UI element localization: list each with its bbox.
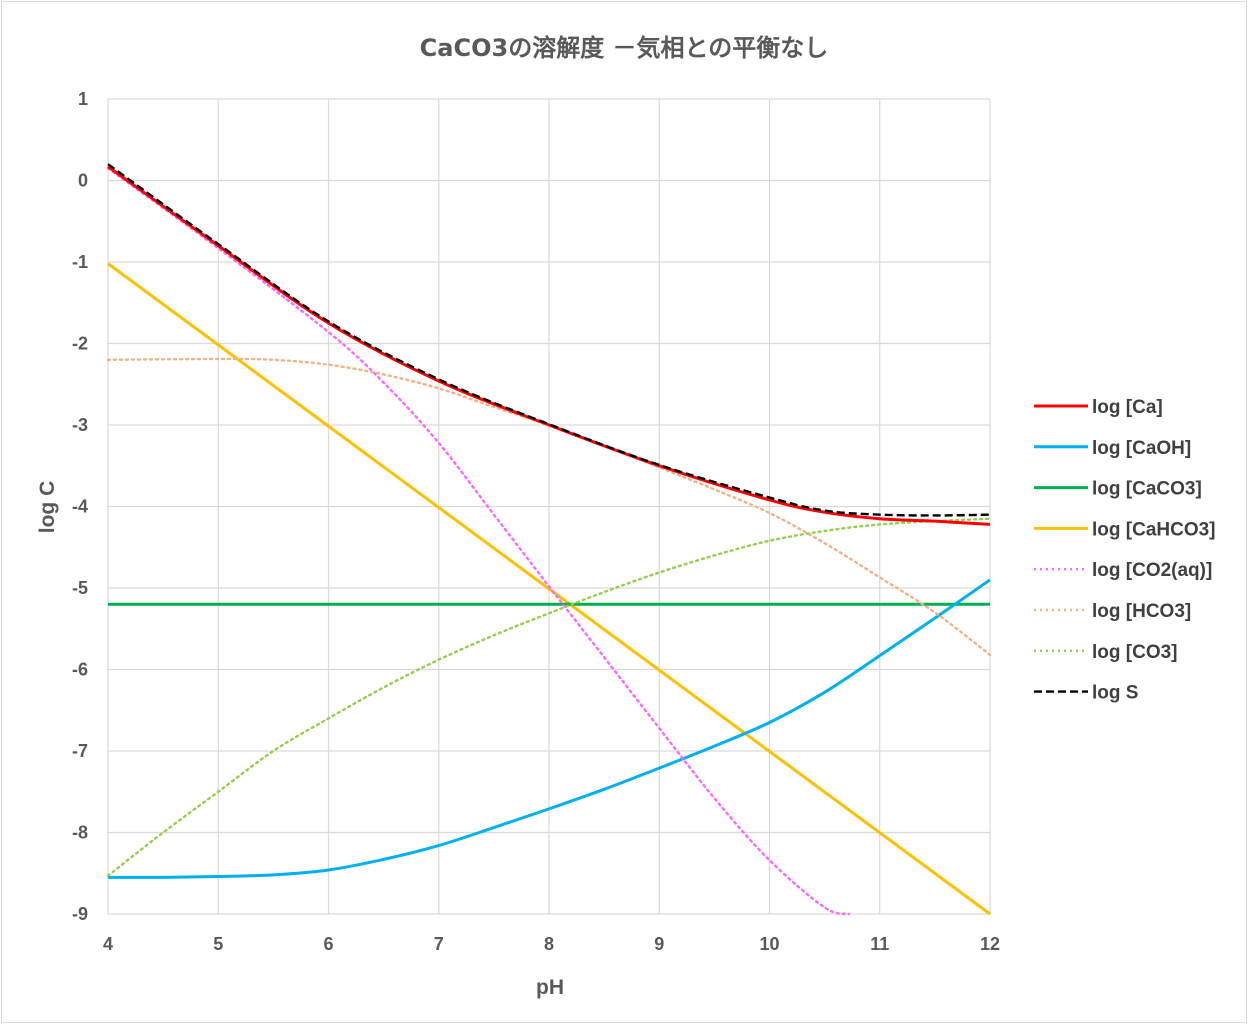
y-tick-label: -4 bbox=[72, 497, 88, 517]
x-tick-label: 10 bbox=[759, 934, 779, 954]
y-tick-label: 1 bbox=[78, 89, 88, 109]
legend: log [Ca] log [CaOH] log [CaCO3] log [CaHCO3… bbox=[1034, 397, 1216, 704]
y-tick-label: 0 bbox=[78, 171, 88, 191]
y-axis-ticks: 1 0 -1 -2 -3 -4 -5 -6 -7 -8 -9 bbox=[72, 89, 88, 924]
y-tick-label: -8 bbox=[72, 823, 88, 843]
legend-label: log [Ca] bbox=[1092, 397, 1163, 418]
chart-title: CaCO3の溶解度 －気相との平衡なし bbox=[420, 34, 829, 62]
y-tick-label: -7 bbox=[72, 741, 88, 761]
series-line-log-cahco3 bbox=[107, 262, 991, 916]
series-line-log-s bbox=[107, 163, 991, 517]
legend-label: log [HCO3] bbox=[1092, 601, 1191, 622]
x-tick-label: 9 bbox=[654, 934, 664, 954]
x-tick-label: 11 bbox=[870, 934, 889, 954]
series-line-log-ca bbox=[107, 165, 991, 526]
x-tick-label: 12 bbox=[980, 934, 1000, 954]
x-tick-label: 4 bbox=[103, 934, 113, 954]
legend-label: log [CaCO3] bbox=[1092, 479, 1202, 500]
x-tick-label: 7 bbox=[434, 934, 444, 954]
legend-label: log [CaOH] bbox=[1092, 438, 1191, 459]
series-lines bbox=[106, 163, 992, 916]
legend-label: log S bbox=[1092, 683, 1138, 704]
gridlines bbox=[107, 98, 991, 915]
x-tick-label: 6 bbox=[323, 934, 333, 954]
series-line-log-co2-aq bbox=[106, 167, 851, 916]
y-tick-label: -5 bbox=[72, 578, 88, 598]
y-tick-label: -9 bbox=[72, 904, 88, 924]
legend-label: log [CaHCO3] bbox=[1092, 519, 1216, 540]
y-tick-label: -3 bbox=[72, 415, 88, 435]
series-line-log-caoh bbox=[107, 578, 991, 879]
x-axis-ticks: 4 5 6 7 8 9 10 11 12 bbox=[103, 934, 1000, 954]
y-tick-label: -2 bbox=[72, 334, 88, 354]
legend-label: log [CO2(aq)] bbox=[1092, 560, 1212, 581]
y-tick-label: -6 bbox=[72, 660, 88, 680]
y-axis-title: log C bbox=[36, 481, 59, 534]
x-tick-label: 5 bbox=[213, 934, 223, 954]
x-tick-label: 8 bbox=[544, 934, 554, 954]
legend-label: log [CO3] bbox=[1092, 642, 1178, 663]
y-tick-label: -1 bbox=[72, 252, 88, 272]
x-axis-title: pH bbox=[536, 976, 564, 999]
series-line-log-co3 bbox=[106, 517, 992, 877]
